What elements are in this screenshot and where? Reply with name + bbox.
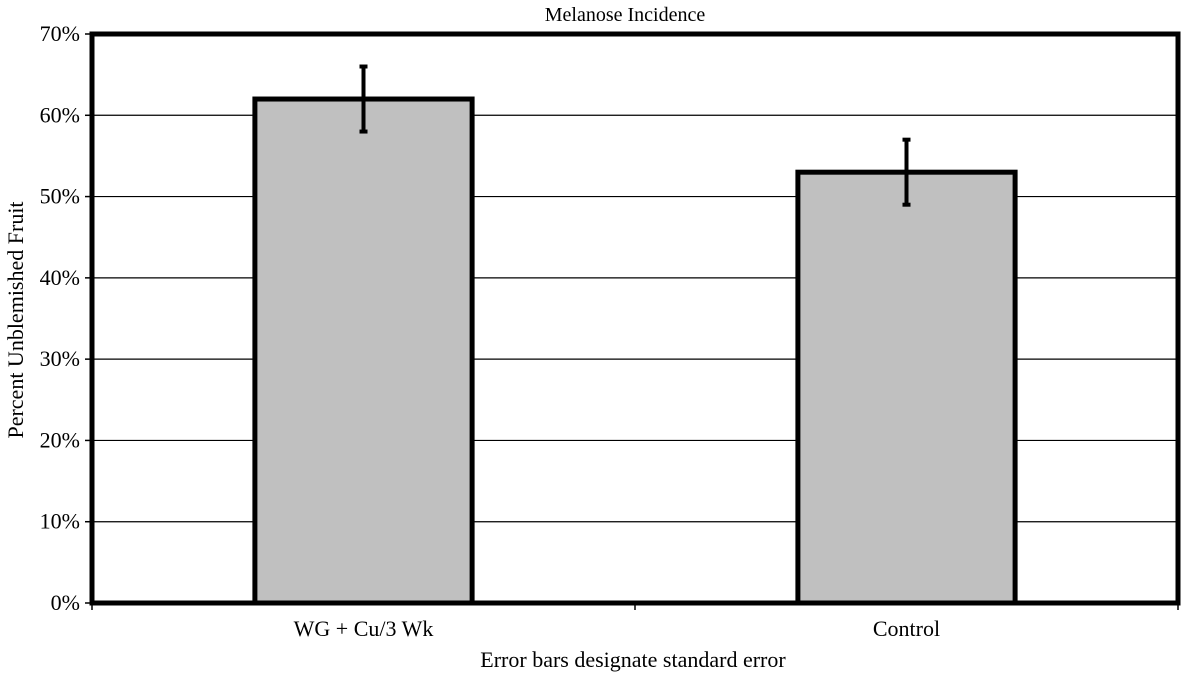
x-category-label: WG + Cu/3 Wk (294, 616, 434, 641)
chart-title: Melanose Incidence (545, 4, 706, 26)
bar (795, 169, 1018, 606)
y-tick-label: 60% (40, 102, 80, 127)
y-tick-label: 20% (40, 427, 80, 452)
y-tick-label: 50% (40, 184, 80, 209)
x-category-label: Control (873, 616, 940, 641)
y-tick-label: 30% (40, 346, 80, 371)
y-tick-label: 0% (51, 590, 80, 615)
y-axis-ticks: 0% 10% 20% 30% 40% 50% 60% 70% (40, 21, 92, 615)
y-axis-label: Percent Unblemished Fruit (3, 201, 28, 438)
error-bars (359, 64, 911, 207)
y-tick-label: 40% (40, 265, 80, 290)
bars (252, 96, 1018, 606)
x-axis-label: Error bars designate standard error (480, 647, 786, 672)
bar (252, 96, 475, 606)
x-axis-ticks: WG + Cu/3 Wk Control (91, 603, 1179, 641)
y-tick-label: 10% (40, 509, 80, 534)
y-tick-label: 70% (40, 21, 80, 46)
